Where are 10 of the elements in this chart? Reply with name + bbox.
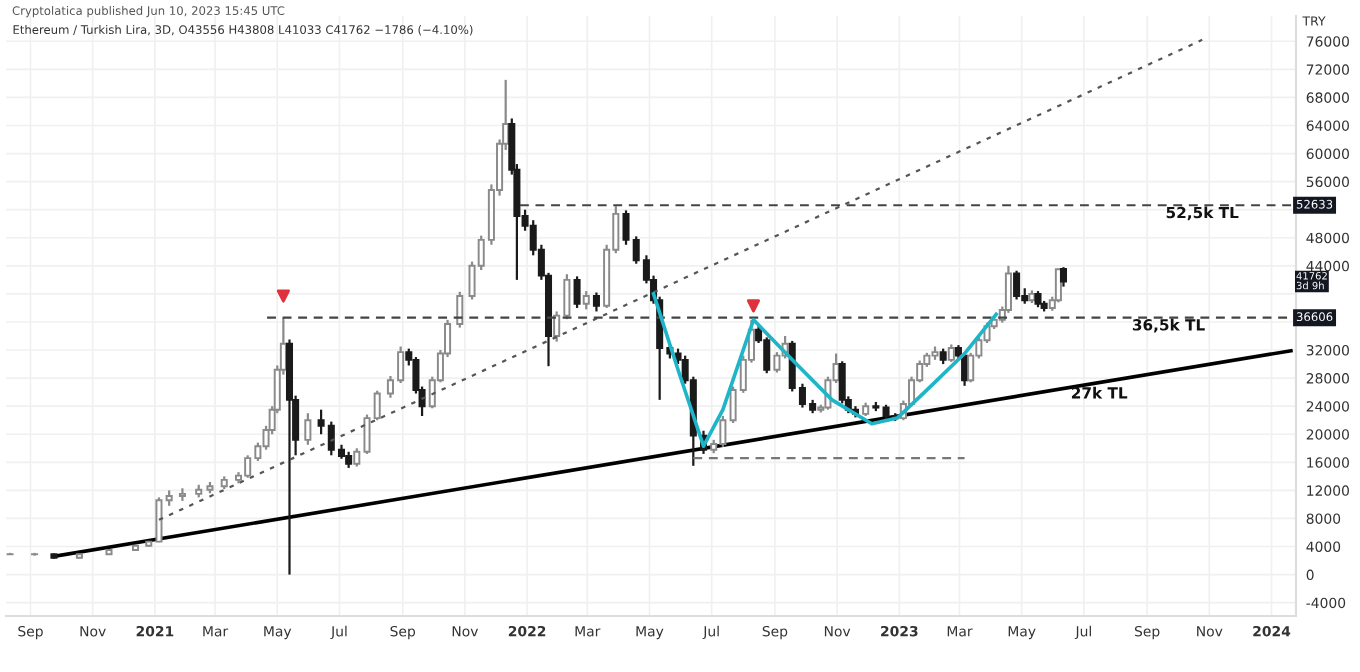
- candlestick: [573, 275, 581, 310]
- candlestick: [178, 487, 186, 503]
- candlestick: [456, 290, 464, 329]
- candlestick: [582, 289, 590, 311]
- candlestick: [1013, 269, 1021, 301]
- candlestick: [1059, 266, 1068, 288]
- candlestick: [838, 360, 846, 405]
- candlestick: [592, 291, 600, 313]
- candlestick: [773, 351, 781, 374]
- candlestick: [304, 412, 312, 446]
